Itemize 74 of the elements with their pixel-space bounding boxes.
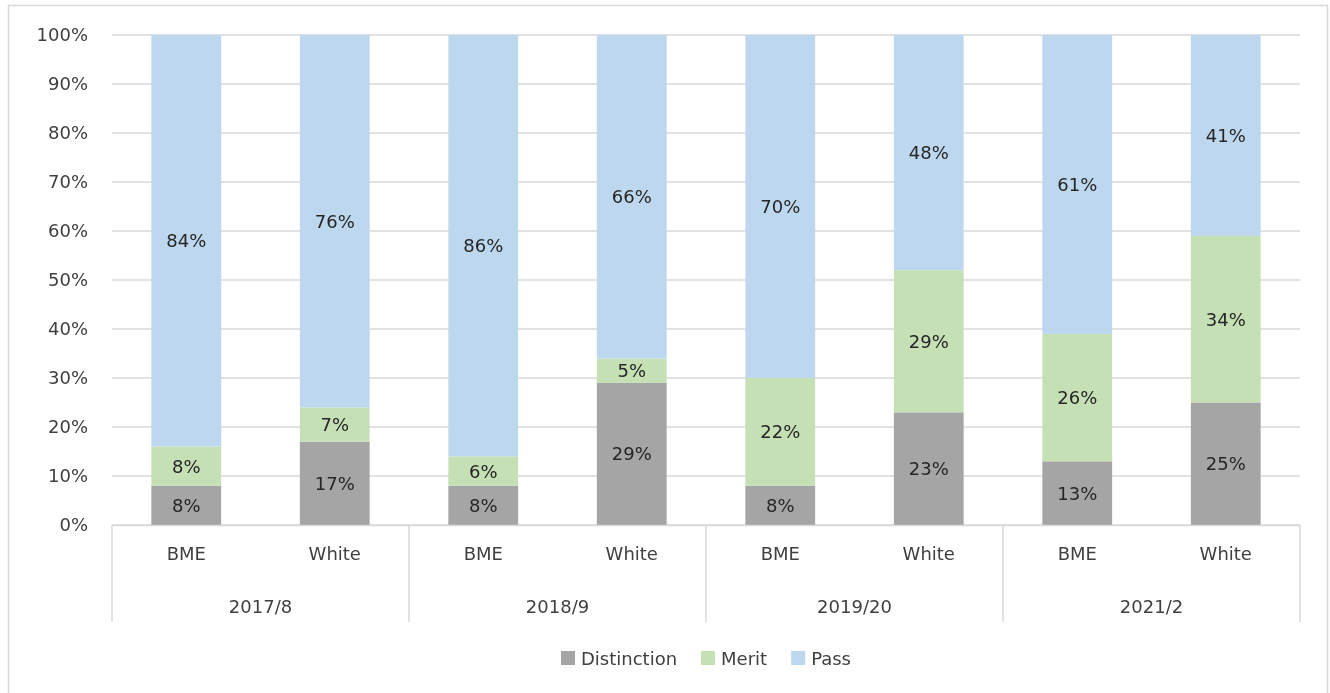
data-label: 25% xyxy=(1205,453,1246,475)
y-tick-label: 40% xyxy=(47,318,88,340)
y-tick-label: 20% xyxy=(47,416,88,438)
y-tick-label: 0% xyxy=(59,514,88,536)
data-label: 26% xyxy=(1057,387,1098,409)
data-label: 5% xyxy=(617,360,647,382)
bar xyxy=(448,456,519,486)
bar xyxy=(1190,35,1261,236)
bar xyxy=(1190,235,1261,403)
x-tick-label: BME xyxy=(166,542,206,564)
y-tick-label: 50% xyxy=(47,269,88,291)
y-tick-label: 100% xyxy=(36,24,88,46)
data-label: 17% xyxy=(314,472,355,494)
bar xyxy=(299,441,370,525)
data-label: 29% xyxy=(908,330,949,352)
bar xyxy=(1042,35,1113,334)
bar xyxy=(745,485,816,525)
bar xyxy=(893,35,964,271)
data-label: 48% xyxy=(908,142,949,164)
bar xyxy=(299,35,370,408)
data-label: 8% xyxy=(171,455,201,477)
y-tick-label: 80% xyxy=(47,122,88,144)
text: 2017/8 xyxy=(228,595,293,617)
x-tick-label: BME xyxy=(760,542,800,564)
data-label: 70% xyxy=(760,196,801,217)
bar xyxy=(151,485,222,525)
data-label: 29% xyxy=(611,443,652,465)
x-tick-label: White xyxy=(1199,542,1252,564)
bar xyxy=(1042,333,1113,462)
bar xyxy=(151,446,222,486)
data-label: 22% xyxy=(760,421,801,443)
y-tick-label: 10% xyxy=(47,465,88,487)
data-label: 41% xyxy=(1205,124,1246,146)
x-tick-label: BME xyxy=(463,542,503,564)
y-tick-label: 30% xyxy=(47,367,88,389)
y-tick-label: 70% xyxy=(47,171,88,193)
data-label: 76% xyxy=(314,210,355,232)
x-tick-label: White xyxy=(902,542,955,564)
data-label: 6% xyxy=(468,460,498,482)
data-label: 66% xyxy=(611,186,652,208)
legend-label: Merit xyxy=(721,647,768,669)
text: 2021/2 xyxy=(1119,595,1184,617)
bar xyxy=(299,407,370,442)
data-label: 8% xyxy=(171,494,201,516)
bar xyxy=(1042,461,1113,525)
bar xyxy=(1190,402,1261,525)
data-label: 13% xyxy=(1057,482,1098,504)
data-label: 86% xyxy=(463,235,504,257)
bar xyxy=(596,358,667,383)
bar xyxy=(596,35,667,359)
bar xyxy=(745,378,816,486)
x-tick-label: BME xyxy=(1057,542,1097,564)
data-label: 61% xyxy=(1057,173,1098,195)
bar xyxy=(151,35,222,447)
data-label: 8% xyxy=(468,494,498,516)
bar xyxy=(448,485,519,525)
data-label: 23% xyxy=(908,458,949,480)
x-tick-label: White xyxy=(308,542,361,564)
bar xyxy=(596,382,667,525)
y-tick-label: 60% xyxy=(47,220,88,242)
data-label: 7% xyxy=(320,414,350,436)
y-tick-label: 90% xyxy=(47,73,88,95)
bar xyxy=(893,270,964,413)
text: 2019/20 xyxy=(817,595,892,617)
bar xyxy=(893,412,964,525)
data-label: 8% xyxy=(765,494,795,516)
legend-label: Distinction xyxy=(580,647,678,669)
data-label: 34% xyxy=(1205,308,1246,330)
data-label: 84% xyxy=(166,230,207,252)
bar xyxy=(448,35,519,457)
text: 2018/9 xyxy=(525,595,590,617)
bar xyxy=(745,35,816,378)
x-tick-label: White xyxy=(605,542,658,564)
legend-label: Pass xyxy=(811,647,852,669)
